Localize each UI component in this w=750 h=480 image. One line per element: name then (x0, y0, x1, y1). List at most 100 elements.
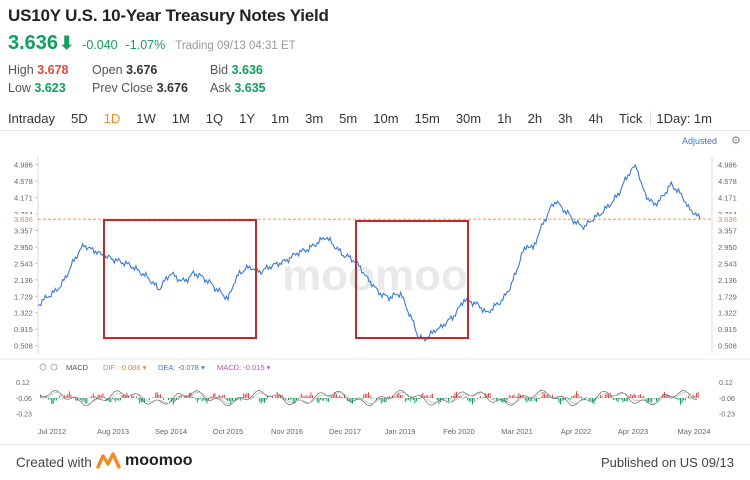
macd-histogram-bar (228, 398, 230, 402)
macd-histogram-bar (201, 398, 203, 402)
macd-histogram-bar (689, 398, 691, 399)
tab-1m[interactable]: 1M (171, 110, 190, 126)
macd-histogram-bar (441, 398, 443, 400)
macd-histogram-bar (139, 398, 141, 404)
macd-histogram-bar (582, 398, 584, 399)
macd-histogram-bar (180, 395, 182, 398)
gear-icon[interactable]: ⚙ (731, 135, 741, 147)
macd-histogram-bar (569, 398, 571, 400)
tab-1d[interactable]: 1D (103, 110, 121, 126)
macd-histogram-bar (204, 398, 206, 401)
tab-4h[interactable]: 4h (588, 110, 603, 126)
macd-histogram-bar (102, 393, 104, 398)
price-chart: moomoo4.9864.9864.5784.5784.1714.1713.76… (0, 156, 750, 436)
macd-histogram-bar (331, 396, 333, 398)
macd-histogram-bar (590, 398, 592, 402)
y-tick-label-right: 0.915 (718, 325, 737, 334)
macd-histogram-bar (310, 392, 312, 398)
macd-histogram-bar (619, 398, 621, 399)
macd-histogram-bar (294, 398, 296, 404)
macd-histogram-bar (196, 398, 198, 403)
highlight-box (355, 220, 469, 339)
macd-histogram-bar (100, 395, 102, 398)
macd-histogram-bar (467, 398, 469, 401)
macd-histogram-bar (337, 396, 339, 398)
tab-1m[interactable]: 1m (271, 110, 290, 126)
macd-histogram-bar (649, 398, 651, 402)
macd-histogram-bar (680, 398, 681, 405)
last-price: 3.636 (8, 32, 59, 54)
macd-histogram-bar (472, 398, 473, 405)
macd-histogram-bar (628, 396, 630, 398)
tab-5d[interactable]: 5D (70, 110, 88, 126)
tab-intraday[interactable]: Intraday (8, 110, 55, 126)
tab-3m[interactable]: 3m (305, 110, 324, 126)
tab-10m[interactable]: 10m (373, 110, 399, 126)
macd-histogram-bar (148, 398, 150, 401)
macd-histogram-bar (427, 395, 429, 398)
price-series-line (37, 163, 701, 342)
macd-histogram-bar (83, 398, 85, 401)
x-tick-label: Feb 2020 (443, 427, 475, 436)
macd-histogram-bar (299, 397, 301, 398)
timeframe-tabs: Intraday 5D 1D 1W 1M 1Q 1Y 1m 3m 5m 10m 15m 30m 1h 2h 3… (0, 106, 750, 131)
current-value-label-right: 3.636 (718, 215, 737, 224)
tab-2h[interactable]: 2h (527, 110, 543, 126)
macd-histogram-bar (465, 396, 467, 398)
macd-histogram-bar (307, 396, 309, 398)
macd-histogram-bar (128, 395, 129, 398)
macd-histogram-bar (291, 398, 293, 400)
macd-histogram-bar (136, 396, 137, 398)
macd-histogram-bar (625, 398, 627, 402)
macd-histogram-bar (241, 397, 243, 398)
macd-histogram-bar (364, 393, 366, 398)
macd-histogram-bar (240, 398, 241, 401)
macd-histogram-bar (388, 395, 390, 398)
tab-1q[interactable]: 1Q (205, 110, 224, 126)
macd-histogram-bar (324, 398, 326, 400)
tab-5m[interactable]: 5m (339, 110, 358, 126)
tab-tick[interactable]: Tick (619, 110, 643, 126)
tab-1h[interactable]: 1h (497, 110, 512, 126)
macd-histogram-bar (681, 398, 683, 403)
macd-histogram-bar (457, 396, 459, 398)
tab-3h[interactable]: 3h (558, 110, 573, 126)
macd-histogram-bar (608, 394, 609, 398)
macd-histogram-bar (651, 398, 653, 403)
prev-close-value: 3.676 (156, 81, 188, 95)
macd-histogram-bar (302, 395, 304, 398)
price-change: -0.040 (82, 38, 118, 52)
macd-histogram-bar (328, 398, 329, 402)
y-tick-label-left: 4.171 (14, 194, 33, 203)
macd-histogram-bar (238, 398, 240, 399)
macd-histogram-bar (510, 395, 512, 398)
macd-histogram-bar (272, 396, 273, 398)
tab-1day-1m[interactable]: 1Day: 1m (650, 110, 720, 126)
ask-value: 3.635 (234, 81, 266, 95)
macd-histogram-bar (676, 398, 678, 400)
macd-dif-label: DIF: -0.086 ▾ (103, 363, 147, 372)
macd-value-label: MACD: -0.015 ▾ (217, 363, 271, 372)
macd-histogram-bar (232, 398, 233, 402)
macd-histogram-bar (158, 394, 160, 398)
tab-15m[interactable]: 15m (414, 110, 440, 126)
macd-histogram-bar (611, 395, 613, 398)
macd-histogram-bar (284, 398, 286, 401)
macd-histogram-bar (508, 394, 510, 398)
macd-histogram-bar (92, 393, 94, 398)
tab-30m[interactable]: 30m (455, 110, 482, 126)
macd-histogram-bar (350, 398, 352, 404)
macd-histogram-bar (632, 395, 633, 398)
tab-1y[interactable]: 1Y (239, 110, 256, 126)
macd-tick-right: -0.23 (719, 411, 735, 418)
macd-histogram-bar (443, 398, 445, 402)
macd-histogram-bar (368, 392, 369, 398)
macd-histogram-bar (144, 398, 145, 403)
adjusted-toggle[interactable]: Adjusted (682, 136, 718, 146)
macd-histogram-bar (652, 398, 654, 399)
moomoo-logo-text: moomoo (125, 452, 193, 469)
macd-histogram-bar (75, 398, 77, 401)
macd-histogram-bar (683, 398, 685, 401)
tab-1w[interactable]: 1W (136, 110, 156, 126)
macd-histogram-bar (260, 398, 262, 404)
